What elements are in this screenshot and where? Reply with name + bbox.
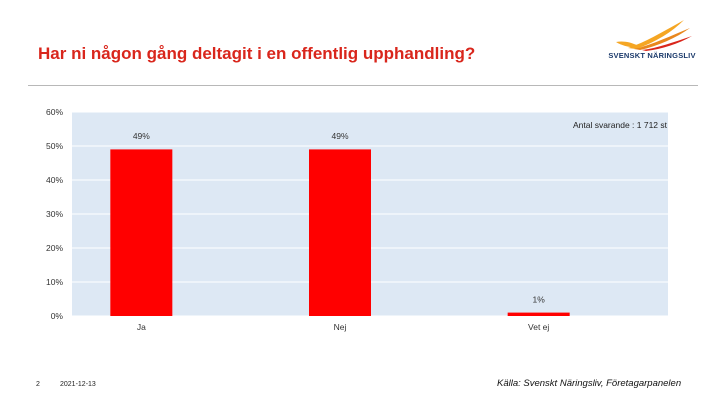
data-label: 49%	[133, 131, 150, 141]
y-tick-label: 30%	[46, 209, 63, 219]
bird-logo-icon	[616, 20, 692, 51]
bar-ja	[110, 149, 173, 316]
respondent-count-note: Antal svarande : 1 712 st	[573, 120, 668, 130]
y-tick-label: 50%	[46, 141, 63, 151]
svenskt-naringsliv-logo: SVENSKT NÄRINGSLIV	[606, 18, 698, 68]
header-divider	[28, 85, 698, 86]
y-tick-label: 10%	[46, 277, 63, 287]
page-number: 2	[36, 381, 40, 388]
source-note: Källa: Svenskt Näringsliv, Företagarpane…	[497, 378, 682, 389]
category-label: Ja	[137, 322, 146, 332]
y-tick-label: 60%	[46, 107, 63, 117]
bar-nej	[309, 149, 371, 316]
category-label: Vet ej	[528, 322, 549, 332]
data-label: 49%	[331, 131, 348, 141]
data-label: 1%	[533, 295, 546, 305]
page-title: Har ni någon gång deltagit i en offentli…	[38, 44, 476, 63]
logo-text: SVENSKT NÄRINGSLIV	[608, 51, 696, 60]
y-tick-label: 40%	[46, 175, 63, 185]
bar-vet-ej	[507, 312, 570, 316]
y-tick-label: 0%	[51, 311, 64, 321]
footer-date: 2021-12-13	[60, 381, 96, 388]
y-tick-label: 20%	[46, 243, 63, 253]
category-label: Nej	[334, 322, 347, 332]
